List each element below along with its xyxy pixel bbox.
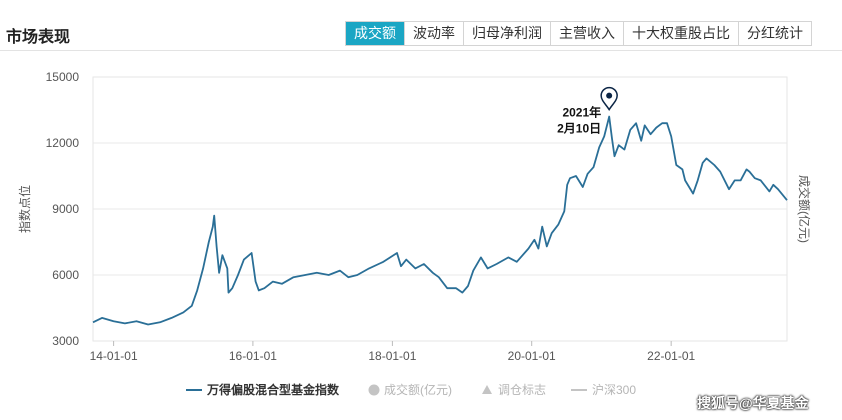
chart-legend: 万得偏股混合型基金指数 成交额(亿元) 调仓标志 沪深300: [186, 382, 636, 397]
legend-label-1[interactable]: 万得偏股混合型基金指数: [206, 382, 340, 397]
peak-label-line-2: 2月10日: [557, 122, 601, 136]
legend-label-2[interactable]: 成交额(亿元): [384, 382, 452, 397]
y-tick-label-12000: 12000: [46, 136, 80, 150]
chart-grid: [93, 76, 787, 342]
header-divider: [0, 50, 842, 51]
tab-volatility[interactable]: 波动率: [404, 22, 463, 45]
watermark: 搜狐号@华夏基金: [697, 395, 809, 411]
peak-marker-pin: [600, 86, 618, 112]
legend-label-4[interactable]: 沪深300: [592, 383, 636, 397]
x-tick-label-16-01-01: 16-01-01: [229, 349, 277, 363]
tab-top10-weight[interactable]: 十大权重股占比: [623, 22, 738, 45]
tab-dividends[interactable]: 分红统计: [738, 22, 811, 45]
peak-label-line-1: 2021年: [562, 105, 601, 120]
series-line-wande-index[interactable]: [92, 115, 788, 326]
legend-symbol-triangle: [482, 385, 492, 394]
y-tick-label-6000: 6000: [52, 268, 79, 282]
y-tick-label-15000: 15000: [46, 70, 80, 84]
legend-symbol-circle: [368, 384, 380, 396]
y-axis-label-left: 指数点位: [17, 185, 32, 233]
x-tick-label-18-01-01: 18-01-01: [368, 349, 416, 363]
x-tick-label-20-01-01: 20-01-01: [508, 349, 556, 363]
y-axis-ticks: 3000 6000 9000 12000 15000: [46, 70, 80, 348]
legend-label-3[interactable]: 调仓标志: [498, 383, 546, 397]
y-axis-label-right: 成交额(亿元): [797, 175, 812, 243]
peak-annotation: 2021年 2月10日: [557, 86, 618, 136]
plot-frame: [92, 76, 788, 342]
tab-main-revenue[interactable]: 主营收入: [550, 22, 623, 45]
x-tick-label-22-01-01: 22-01-01: [647, 349, 695, 363]
metric-tabs: 成交额 波动率 归母净利润 主营收入 十大权重股占比 分红统计: [345, 21, 812, 46]
section-title: 市场表现: [6, 29, 71, 46]
tab-net-profit[interactable]: 归母净利润: [463, 22, 550, 45]
tab-turnover[interactable]: 成交额: [346, 22, 404, 45]
x-tick-label-14-01-01: 14-01-01: [90, 349, 138, 363]
y-tick-label-9000: 9000: [52, 202, 79, 216]
x-axis-ticks: 14-01-01 16-01-01 18-01-01 20-01-01 22-01-01: [90, 341, 696, 363]
y-tick-label-3000: 3000: [52, 334, 79, 348]
peak-marker-dot: [606, 92, 613, 99]
